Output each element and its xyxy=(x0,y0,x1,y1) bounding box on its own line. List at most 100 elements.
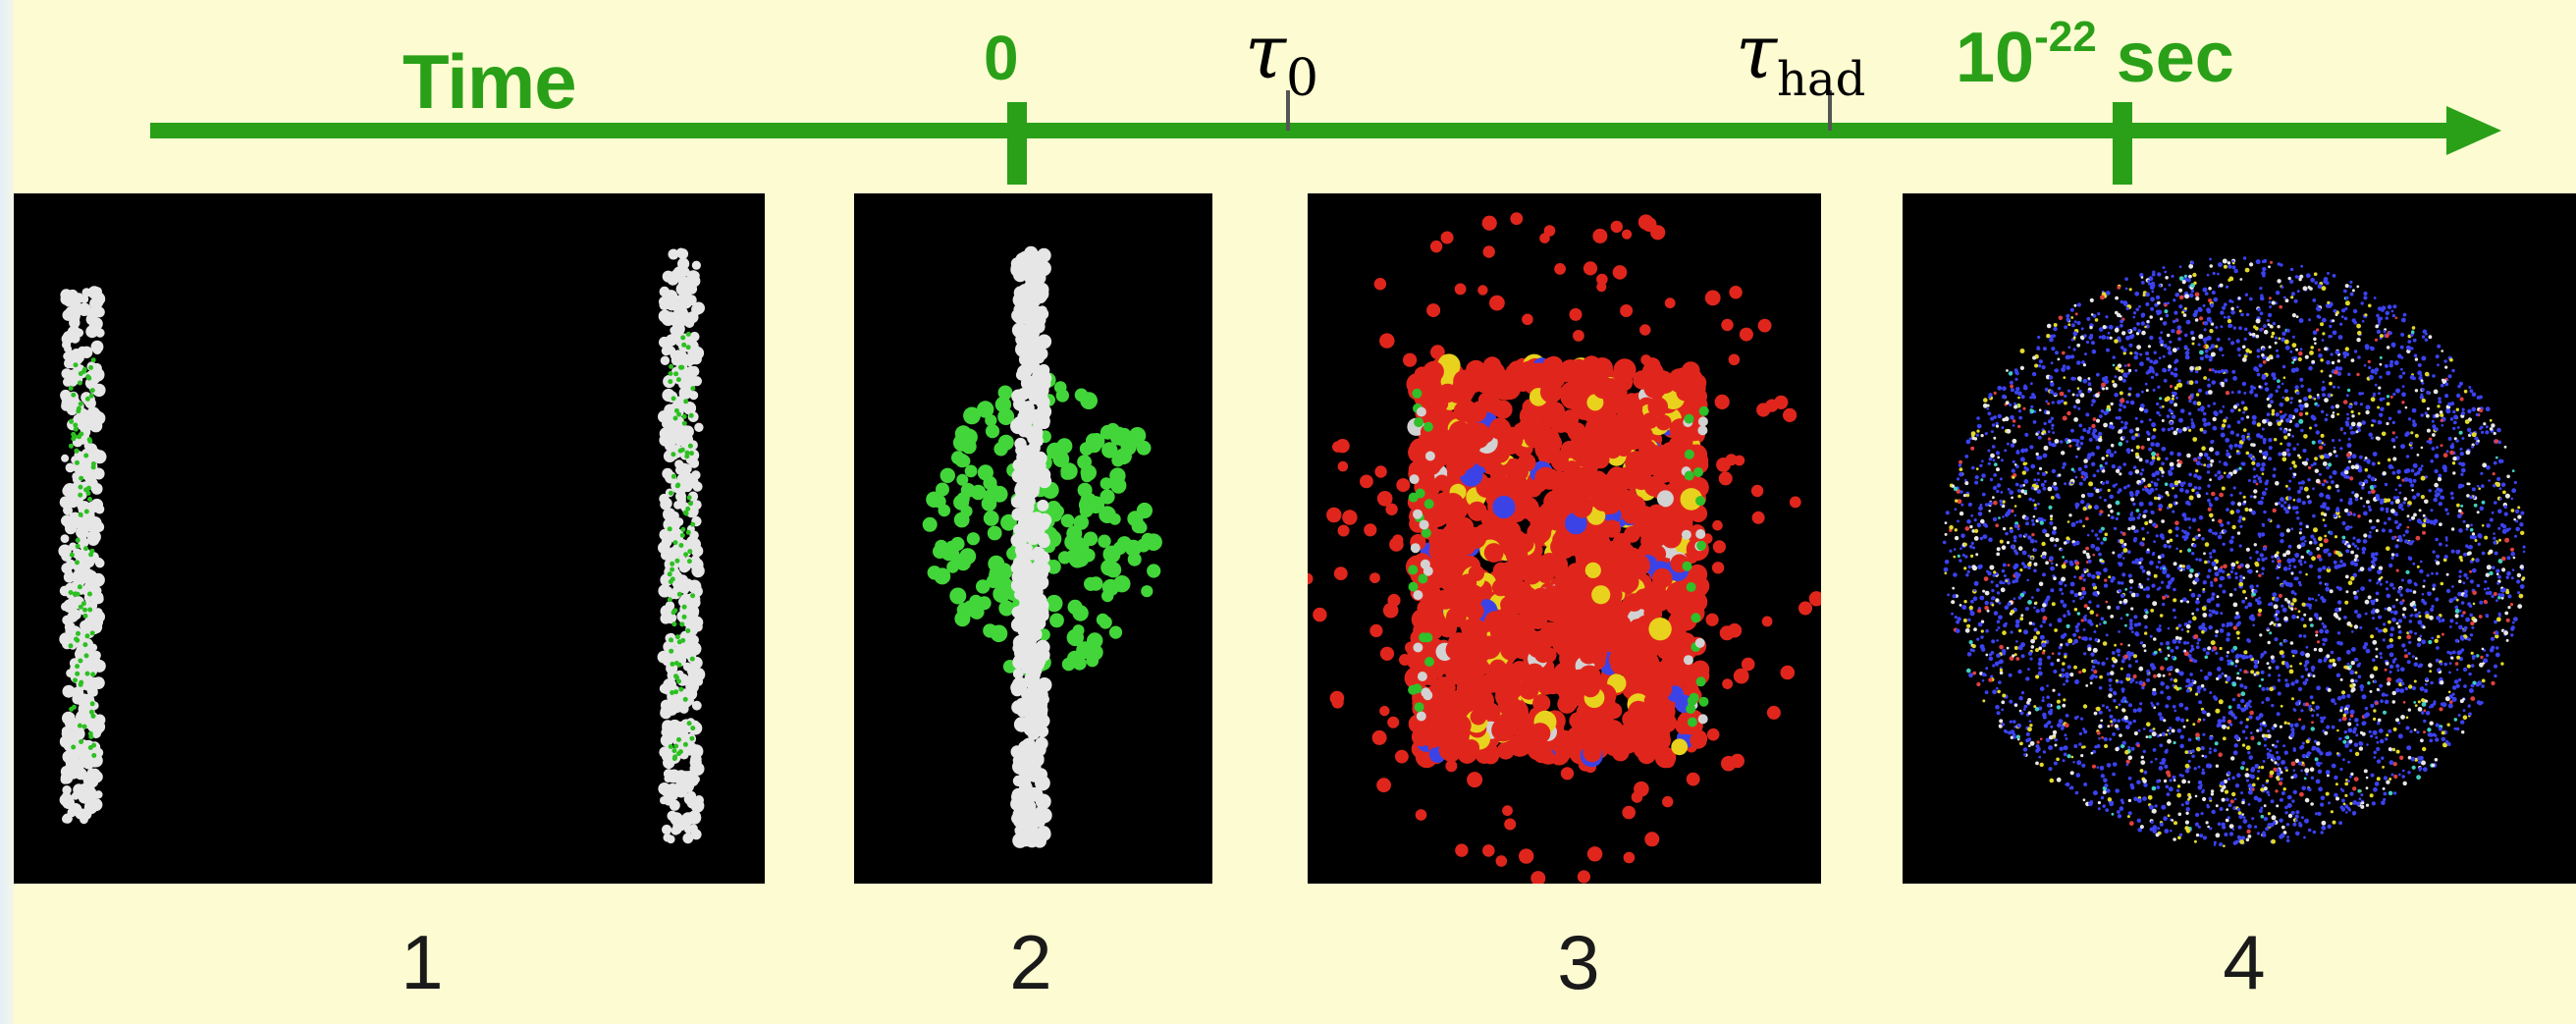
final-hadron xyxy=(2239,578,2243,582)
final-hadron xyxy=(2014,390,2018,395)
final-hadron xyxy=(2167,695,2172,701)
final-hadron xyxy=(2035,761,2039,766)
final-hadron xyxy=(2210,596,2215,601)
nucleon xyxy=(659,286,671,297)
hadron-red xyxy=(1403,352,1418,367)
nucleon xyxy=(76,525,89,540)
nucleon xyxy=(93,714,106,727)
final-hadron xyxy=(1954,528,1958,532)
gluon xyxy=(1083,531,1099,547)
nucleon xyxy=(679,704,689,714)
parton xyxy=(1450,715,1472,736)
final-hadron xyxy=(2131,630,2134,633)
final-hadron xyxy=(2517,514,2522,519)
final-hadron xyxy=(2035,674,2040,679)
final-hadron xyxy=(2010,630,2013,634)
hadron-red xyxy=(1329,690,1345,706)
nucleon xyxy=(690,829,702,840)
final-hadron xyxy=(2496,617,2501,622)
final-hadron xyxy=(2132,708,2137,713)
final-hadron xyxy=(2221,486,2226,491)
final-hadron xyxy=(2468,386,2472,389)
remnant xyxy=(1412,388,1422,399)
final-hadron xyxy=(2086,429,2091,434)
final-hadron xyxy=(2149,285,2155,291)
final-hadron xyxy=(2318,349,2321,351)
final-hadron xyxy=(2263,736,2268,741)
final-hadron xyxy=(2263,816,2269,822)
final-hadron xyxy=(2038,581,2044,587)
final-hadron xyxy=(1980,620,1985,623)
remnant xyxy=(1419,519,1429,530)
gluon xyxy=(998,600,1015,617)
remnant xyxy=(1697,425,1708,436)
nucleon xyxy=(61,728,74,739)
nucleon xyxy=(689,331,700,342)
nucleon xyxy=(90,483,103,495)
final-hadron xyxy=(2107,605,2112,610)
final-hadron xyxy=(2020,395,2025,400)
hadron-red xyxy=(1454,283,1467,296)
final-hadron xyxy=(2204,542,2210,547)
final-hadron xyxy=(2013,653,2017,657)
parton xyxy=(1557,736,1580,758)
gluon xyxy=(976,579,991,594)
final-hadron xyxy=(2445,538,2448,542)
final-hadron xyxy=(2349,801,2353,806)
final-hadron xyxy=(2390,342,2396,348)
nucleon xyxy=(1019,330,1034,344)
gluon xyxy=(667,571,672,577)
final-hadron xyxy=(2012,459,2015,463)
parton xyxy=(1413,446,1430,464)
final-hadron xyxy=(2161,519,2165,523)
hadron-red xyxy=(1612,265,1628,280)
final-hadron xyxy=(1944,521,1948,524)
final-hadron xyxy=(2183,306,2187,310)
gluon xyxy=(1109,467,1126,484)
final-hadron xyxy=(2258,608,2263,613)
nucleon xyxy=(59,585,71,597)
hadron-red xyxy=(1482,245,1495,258)
nucleon xyxy=(84,473,96,484)
final-hadron xyxy=(2076,321,2081,325)
final-hadron xyxy=(2162,602,2166,607)
final-hadron xyxy=(1999,477,2003,481)
final-hadron xyxy=(2168,283,2172,287)
nucleon xyxy=(61,563,73,574)
hadron-red xyxy=(1761,616,1773,627)
final-hadron xyxy=(2472,680,2477,685)
parton xyxy=(1629,461,1652,485)
final-hadron xyxy=(2050,514,2054,518)
parton xyxy=(1492,495,1516,519)
final-hadron xyxy=(2497,559,2503,564)
nucleon xyxy=(80,808,92,821)
nucleon xyxy=(1032,369,1044,381)
gluon xyxy=(675,482,681,488)
final-hadron xyxy=(2414,657,2418,660)
hadron-red xyxy=(1308,572,1314,585)
final-hadron xyxy=(2030,645,2035,649)
final-hadron xyxy=(2157,827,2161,831)
final-hadron xyxy=(2212,271,2216,276)
final-hadron xyxy=(2264,387,2270,392)
final-hadron xyxy=(2494,620,2497,624)
final-hadron xyxy=(2321,482,2326,487)
final-hadron xyxy=(2115,788,2120,793)
final-hadron xyxy=(2280,504,2284,508)
final-hadron xyxy=(1993,415,1997,419)
final-hadron xyxy=(2169,482,2174,488)
final-hadron xyxy=(2487,669,2491,674)
final-hadron xyxy=(2307,478,2311,482)
final-hadron xyxy=(2136,515,2141,520)
remnant xyxy=(1687,695,1697,706)
parton xyxy=(1483,457,1501,475)
final-hadron xyxy=(2283,750,2288,755)
final-hadron xyxy=(2086,555,2091,560)
final-hadron xyxy=(2267,756,2270,760)
final-hadron xyxy=(2301,741,2305,745)
final-hadron xyxy=(2219,492,2224,498)
final-hadron xyxy=(2129,680,2133,684)
parton xyxy=(1660,442,1682,463)
final-hadron xyxy=(2317,811,2322,817)
final-hadron xyxy=(2337,335,2343,340)
